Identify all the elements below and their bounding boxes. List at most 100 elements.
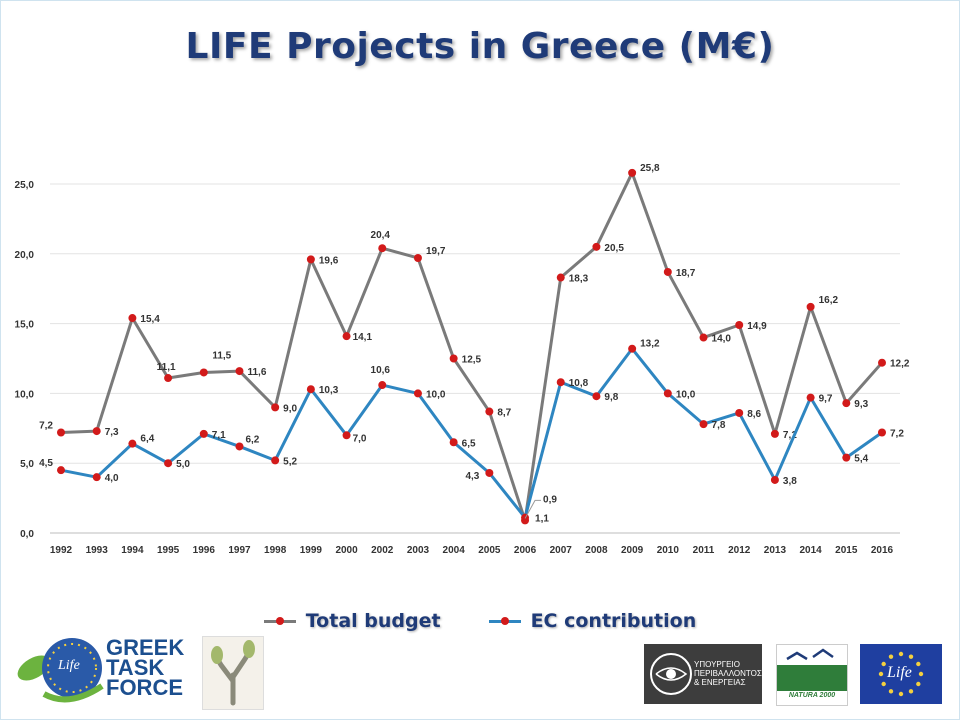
data-point [271,456,280,465]
data-label: 13,2 [640,339,660,350]
x-tick-label: 1997 [228,545,251,556]
data-label: 18,7 [676,268,696,279]
data-label: 19,7 [426,246,446,257]
data-label: 10,6 [371,365,391,376]
data-label: 1,1 [535,514,549,525]
data-point [592,242,601,251]
data-point [842,399,851,408]
ministry-line-2: ΠΕΡΙΒΑΛΛΟΝΤΟΣ [694,669,762,678]
x-tick-label: 1994 [121,545,144,556]
ministry-line-3: & ΕΝΕΡΓΕΙΑΣ [694,678,746,687]
greek-task-force-logo: Life GREEK TASK FORCE [14,628,184,708]
chart-legend: Total budget EC contribution [0,606,960,636]
data-point [306,255,315,264]
data-point [699,420,708,429]
data-point [57,428,65,437]
x-tick-label: 2007 [550,545,573,556]
data-label: 7,2 [39,420,53,431]
birds-icon [777,648,847,691]
data-point [449,354,458,363]
data-point [378,381,387,390]
data-label: 20,5 [604,243,624,254]
gtf-line-1: GREEK [106,635,185,660]
series-line-ec [60,347,883,520]
x-tick-label: 2016 [871,545,894,556]
data-label: 4,3 [465,471,479,482]
ministry-line-1: ΥΠΟΥΡΓΕΙΟ [694,660,740,669]
eu-star [881,661,886,667]
y-tick-label: 5,0 [20,459,34,470]
gtf-line-3: FORCE [106,675,183,700]
eu-stars-icon [878,651,924,697]
data-label: 5,0 [176,459,190,470]
data-point [806,302,815,311]
x-tick-label: 1993 [86,545,109,556]
data-point [235,367,244,376]
eu-star [888,654,894,659]
data-point [735,408,744,417]
x-tick-label: 1996 [193,545,216,556]
series-line-total [60,171,884,522]
data-label: 4,5 [39,458,53,469]
data-point [699,333,708,342]
line-chart: 0,0 5,0 10,0 15,0 20,0 25,0 1992 1993 1994 1995 19… [15,163,910,556]
x-tick-label: 1995 [157,545,180,556]
data-label: 7,8 [712,420,726,431]
x-tick-label: 2011 [693,545,715,556]
data-point [735,320,744,329]
data-point [770,429,779,438]
data-point [878,358,886,367]
data-label: 10,8 [569,378,589,389]
data-point [878,428,886,437]
data-label: 9,0 [283,403,297,414]
data-label: 12,2 [890,359,910,370]
x-tick-label: 2003 [407,545,430,556]
eu-star [916,661,921,667]
data-label: 9,8 [604,392,618,403]
y-tick-label: 20,0 [15,250,35,261]
gtf-wordmark: GREEK TASK FORCE [106,635,185,700]
data-label: 6,2 [245,434,259,445]
data-point [485,407,494,416]
data-label: 7,3 [105,427,119,438]
data-point [128,439,137,448]
logo-strip: Life GREEK TASK FORCE ΥΠΟΥΡΓΕΙΟ ΠΕΡΙΒΑΛΛ… [0,624,960,720]
data-point [164,374,173,383]
data-label: 6,5 [462,438,476,449]
legend-line-total [263,617,296,625]
data-label: 9,7 [819,394,833,405]
data-label: 8,6 [747,409,761,420]
eu-star [878,671,884,677]
y-tick-label: 15,0 [15,320,35,331]
data-point [199,429,208,438]
data-point [628,168,637,177]
data-point [271,403,280,412]
x-tick-label: 2009 [621,545,644,556]
data-point [556,378,565,387]
data-point [556,273,565,282]
x-tick-label: 2004 [443,545,466,556]
eu-star [898,691,904,697]
x-tick-label: 2013 [764,545,787,556]
x-tick-label: 2014 [799,545,822,556]
data-label: 5,4 [854,454,868,465]
data-label: 3,8 [783,476,797,487]
data-point [199,368,208,377]
eu-star [888,689,894,694]
data-label: 14,9 [747,321,767,332]
data-point [92,427,101,436]
data-label: 14,0 [712,334,732,345]
page-title: LIFE Projects in Greece (M€) [185,26,775,67]
life-script-text: Life [58,658,80,673]
data-point [485,468,494,477]
data-label: 10,0 [426,389,446,400]
data-label: 16,2 [819,295,839,306]
leaf-icon [17,638,104,703]
ministry-emblem-icon [650,653,692,695]
legend-marker-total [275,617,284,625]
data-point [663,389,672,398]
data-label: 15,4 [140,314,160,325]
x-tick-label: 2002 [371,545,394,556]
data-point [164,459,173,468]
data-point [128,314,137,323]
